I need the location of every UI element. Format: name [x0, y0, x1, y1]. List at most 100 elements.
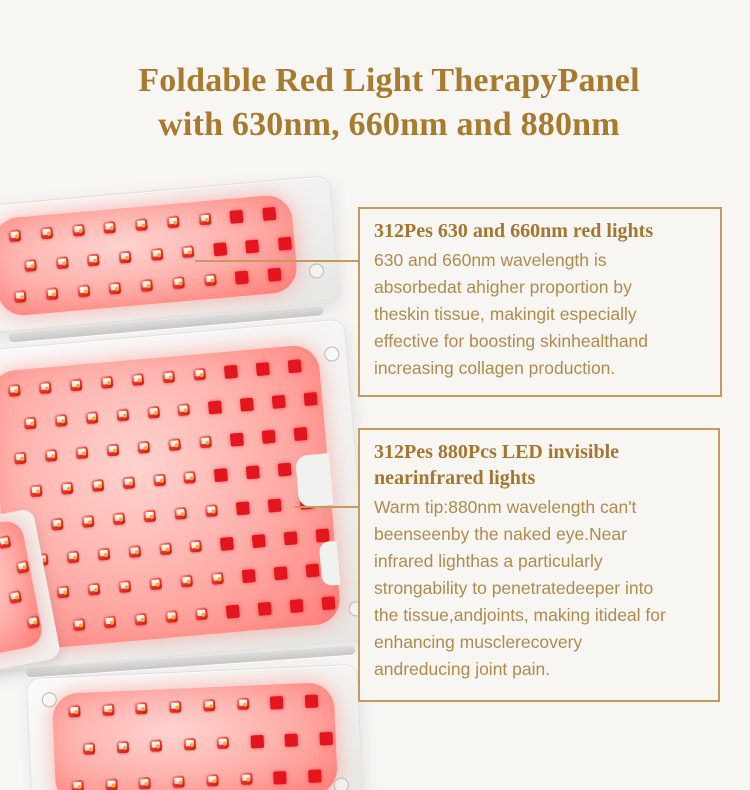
led-row: [82, 731, 333, 755]
nir-led: [257, 601, 272, 616]
led-row: [0, 589, 23, 616]
nir-led: [241, 568, 256, 583]
red-led: [118, 579, 132, 593]
nir-led: [293, 427, 308, 442]
red-led: [81, 514, 95, 528]
red-led: [204, 503, 218, 517]
red-led: [177, 403, 191, 417]
red-led: [101, 703, 115, 716]
led-row: [0, 559, 30, 586]
nir-led: [315, 528, 330, 543]
red-led: [171, 276, 185, 290]
red-led: [140, 278, 154, 292]
red-led: [133, 612, 147, 626]
nir-led: [267, 498, 282, 513]
nir-led: [273, 770, 287, 785]
callout-nir-lights-body: Warm tip:880nm wavelength can't beenseen…: [374, 497, 666, 679]
panel-section-middle: [0, 318, 373, 674]
red-led: [180, 574, 194, 588]
callout-line-red-lights: [195, 260, 358, 262]
red-led: [143, 509, 157, 523]
led-grid-middle: [7, 359, 336, 636]
led-area-left-wing: [0, 518, 45, 663]
red-led: [50, 517, 64, 531]
led-grid-left-wing: [0, 534, 41, 643]
nir-led: [270, 696, 284, 710]
red-led: [108, 281, 122, 295]
red-led: [44, 449, 58, 463]
red-led: [152, 473, 166, 487]
red-led: [138, 776, 152, 790]
panel-edge-notch: [295, 453, 334, 508]
nir-led: [319, 731, 333, 745]
red-led: [115, 408, 129, 422]
nir-led: [250, 734, 264, 749]
nir-led: [277, 236, 293, 251]
red-led: [8, 229, 22, 243]
red-led: [76, 284, 90, 298]
red-led: [38, 381, 52, 395]
red-led: [210, 571, 224, 585]
red-led: [66, 550, 80, 564]
led-row: [8, 206, 277, 243]
red-led: [0, 534, 12, 549]
red-led: [85, 411, 99, 425]
led-row: [0, 614, 41, 641]
nir-led: [283, 530, 298, 546]
red-led: [60, 482, 74, 496]
red-led: [193, 367, 207, 381]
led-row: [13, 427, 308, 466]
red-led: [149, 577, 163, 591]
red-led: [158, 541, 172, 555]
nir-led: [208, 400, 223, 415]
nir-led: [287, 359, 302, 374]
red-led: [45, 287, 59, 301]
red-led: [127, 544, 141, 558]
red-led: [118, 250, 132, 264]
nir-led: [235, 270, 250, 285]
red-led: [55, 255, 69, 269]
led-grid-top: [8, 206, 293, 304]
nir-led: [308, 769, 322, 784]
red-led: [26, 614, 41, 629]
nir-led: [212, 241, 228, 256]
callout-line-nir-lights: [295, 506, 358, 508]
red-led: [103, 615, 117, 629]
nir-led: [255, 362, 270, 377]
nir-led: [305, 563, 320, 578]
red-led: [181, 244, 195, 258]
red-led: [198, 212, 212, 226]
red-led: [199, 435, 213, 449]
red-led: [195, 607, 209, 621]
led-row: [71, 769, 322, 790]
nir-led: [235, 500, 250, 515]
nir-led: [262, 206, 277, 221]
screw-hole: [308, 262, 325, 280]
red-led: [56, 585, 70, 599]
red-led: [149, 738, 163, 752]
red-led: [203, 273, 217, 287]
screw-hole: [41, 691, 58, 708]
red-led: [13, 451, 27, 465]
nir-led: [284, 732, 299, 747]
nir-led: [277, 462, 292, 478]
red-led: [172, 775, 185, 788]
red-led: [71, 223, 85, 237]
led-row: [13, 267, 282, 304]
red-led: [86, 252, 100, 266]
red-led: [87, 582, 101, 596]
red-led: [239, 772, 253, 786]
callout-nir-lights: 312Pes 880Pcs LED invisible nearinfrared…: [358, 428, 720, 702]
red-led: [13, 289, 27, 303]
nir-led: [239, 397, 255, 412]
red-led: [183, 471, 197, 485]
red-led: [91, 479, 105, 493]
page-title: Foldable Red Light TherapyPanel with 630…: [138, 61, 640, 143]
red-led: [116, 740, 129, 753]
led-row: [41, 596, 336, 635]
nir-led: [229, 209, 244, 224]
red-led: [216, 735, 230, 749]
red-led: [39, 226, 53, 240]
red-led: [97, 547, 111, 561]
